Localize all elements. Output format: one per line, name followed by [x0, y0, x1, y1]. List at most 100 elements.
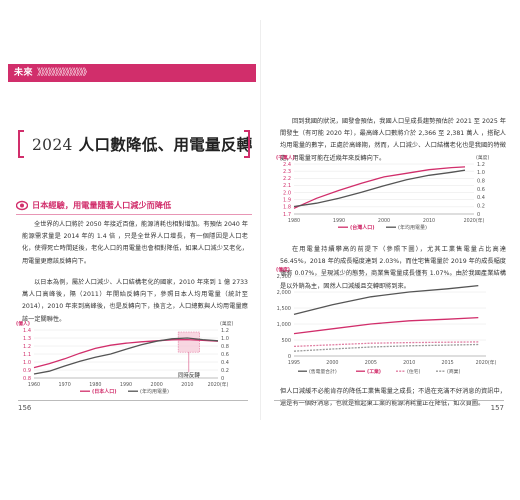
y-left-tick-label: 1.1 — [23, 352, 31, 358]
title-text: 2024 人口數降低、用電量反轉 — [32, 133, 252, 155]
series-line-1 — [33, 338, 219, 369]
y-tick-label: 2,500 — [277, 274, 291, 280]
y-tick-label: 2,000 — [277, 290, 291, 296]
body-paragraph-2: 在用電量持續攀高的前提下（參照下圖），尤其工業售電量占比高達 56.45%，20… — [280, 244, 506, 293]
x-tick-label: 2020(年) — [464, 217, 485, 224]
x-tick-label: 1995 — [288, 360, 300, 366]
series-line-1 — [293, 166, 466, 209]
series-line-2 — [293, 316, 479, 335]
y-right-tick-label: 0.4 — [477, 195, 485, 201]
y-right-tick-label: 0.8 — [477, 178, 485, 184]
y-right-unit: (萬度) — [476, 154, 489, 161]
series-line-3 — [293, 341, 479, 348]
legend-label: (年均用電量) — [398, 224, 427, 231]
left-bracket-icon — [18, 130, 24, 158]
series-line-2 — [293, 169, 466, 208]
y-tick-label: 1,500 — [277, 306, 291, 312]
y-left-tick-label: 1.4 — [23, 328, 31, 334]
y-left-tick-label: 1.0 — [23, 360, 31, 366]
legend-label: (商業) — [447, 368, 460, 375]
y-left-tick-label: 2.4 — [283, 162, 291, 168]
chevron-decoration: 》》》》》》》》》》》》》》 — [37, 68, 92, 78]
sub-heading-rule — [16, 214, 252, 215]
x-tick-label: 2000 — [326, 360, 338, 366]
y-right-tick-label: 1.0 — [221, 336, 229, 342]
legend-label: (工業) — [367, 368, 381, 375]
y-right-tick-label: 0.8 — [221, 344, 229, 350]
paragraph-text: 以日本為例，屬於人口減少、人口結構老化的國家，2010 年來到 1 億 2733… — [22, 279, 248, 323]
y-left-tick-label: 1.8 — [283, 205, 291, 211]
series-line-1 — [293, 284, 479, 316]
paragraph-text: 回到我國的狀況，國發會預估，我國人口呈成長趨勢預估於 2021 至 2025 年… — [280, 118, 506, 162]
y-right-tick-label: 1.0 — [477, 170, 485, 176]
annotation-highlight — [177, 331, 200, 353]
series-line-4 — [293, 343, 479, 352]
y-left-tick-label: 1.9 — [283, 198, 291, 204]
y-right-tick-label: 0 — [477, 212, 480, 218]
y-left-tick-label: 0.9 — [23, 368, 31, 374]
y-unit: (億度) — [276, 266, 290, 273]
y-right-tick-label: 0 — [221, 376, 224, 382]
x-tick-label: 1970 — [59, 382, 71, 388]
y-left-tick-label: 2.2 — [283, 176, 291, 182]
paragraph-text: 在用電量持續攀高的前提下（參照下圖），尤其工業售電量占比高達 56.45%，20… — [280, 246, 506, 290]
y-right-tick-label: 0.6 — [477, 187, 485, 193]
x-tick-label: 2015 — [441, 360, 453, 366]
y-right-tick-label: 0.2 — [221, 368, 229, 374]
y-tick-label: 500 — [281, 338, 291, 344]
x-tick-label: 2020(年) — [208, 381, 229, 388]
title-label: 人口數降低、用電量反轉 — [78, 136, 253, 154]
series-line-2 — [33, 337, 219, 375]
y-left-tick-label: 2.1 — [283, 183, 291, 189]
y-tick-label: 1,000 — [277, 322, 291, 328]
page-number: 157 — [490, 404, 504, 412]
title-year: 2024 — [32, 136, 73, 154]
y-left-unit: (億人) — [16, 320, 30, 327]
y-right-tick-label: 0.4 — [221, 360, 229, 366]
y-right-tick-label: 0.6 — [221, 352, 229, 358]
y-left-unit: (千萬人) — [276, 154, 295, 161]
right-bracket-icon — [244, 130, 250, 158]
body-paragraph-1: 回到我國的狀況，國發會預估，我國人口呈成長趨勢預估於 2021 至 2025 年… — [280, 116, 506, 165]
paragraph-text: 全世界的人口將於 2050 年接近百億，能源消耗也相對增加。有預估 2040 年… — [22, 221, 248, 265]
left-page: 未來 》》》》》》》》》》》》》》 2024 人口數降低、用電量反轉 日本經驗，用電… — [8, 8, 256, 428]
y-left-tick-label: 1.2 — [23, 344, 31, 350]
chapter-label: 未來 — [14, 68, 34, 78]
legend-label: (住宅) — [407, 368, 420, 375]
x-tick-label: 2010 — [181, 382, 193, 388]
y-right-unit: (萬度) — [220, 320, 233, 327]
legend-label: (台灣人口) — [350, 224, 375, 231]
y-left-tick-label: 0.8 — [23, 376, 31, 382]
x-tick-label: 2010 — [403, 360, 415, 366]
legend-label: (售電量合計) — [309, 368, 337, 375]
section-title: 2024 人口數降低、用電量反轉 — [18, 130, 252, 160]
x-tick-label: 2000 — [378, 218, 390, 224]
eye-icon — [16, 200, 28, 211]
x-tick-label: 1960 — [28, 382, 40, 388]
y-tick-label: 0 — [288, 354, 291, 360]
annotation-label: 同時反轉 — [178, 371, 201, 379]
sub-heading-text: 日本經驗，用電量隨著人口減少而降低 — [32, 200, 172, 210]
legend-label: (年均用電量) — [140, 388, 169, 395]
japan-population-electricity-chart: (億人) (萬度) 1.4 1.3 1.2 1.1 1.0 0.9 0.8 1.2 1.0 0.8 0.… — [16, 320, 233, 395]
y-right-tick-label: 0.2 — [477, 203, 485, 209]
x-tick-label: 2010 — [423, 218, 435, 224]
y-right-tick-label: 1.2 — [477, 162, 485, 168]
body-paragraph-3: 但人口減緩不必能肯存的降低工業售電量之成長；不過在充滿不好消息的資訊中，還是有一… — [280, 386, 506, 410]
sub-heading: 日本經驗，用電量隨著人口減少而降低 — [16, 199, 252, 215]
footer-rule — [274, 400, 504, 401]
y-left-tick-label: 1.3 — [23, 336, 31, 342]
y-right-tick-label: 1.2 — [221, 328, 229, 334]
y-left-tick-label: 1.7 — [283, 212, 291, 218]
body-paragraph-2: 以日本為例，屬於人口減少、人口結構老化的國家，2010 年來到 1 億 2733… — [22, 277, 248, 326]
x-tick-label: 1990 — [333, 218, 345, 224]
y-left-tick-label: 2.3 — [283, 169, 291, 175]
chapter-header-bar: 未來 》》》》》》》》》》》》》》 — [8, 64, 256, 82]
paragraph-text: 但人口減緩不必能肯存的降低工業售電量之成長；不過在充滿不好消息的資訊中，還是有一… — [280, 388, 506, 408]
x-tick-label: 1990 — [120, 382, 132, 388]
x-tick-label: 2020(年) — [476, 359, 497, 366]
x-tick-label: 2000 — [151, 382, 163, 388]
book-gutter — [260, 20, 261, 420]
body-paragraph-1: 全世界的人口將於 2050 年接近百億，能源消耗也相對增加。有預估 2040 年… — [22, 219, 248, 268]
